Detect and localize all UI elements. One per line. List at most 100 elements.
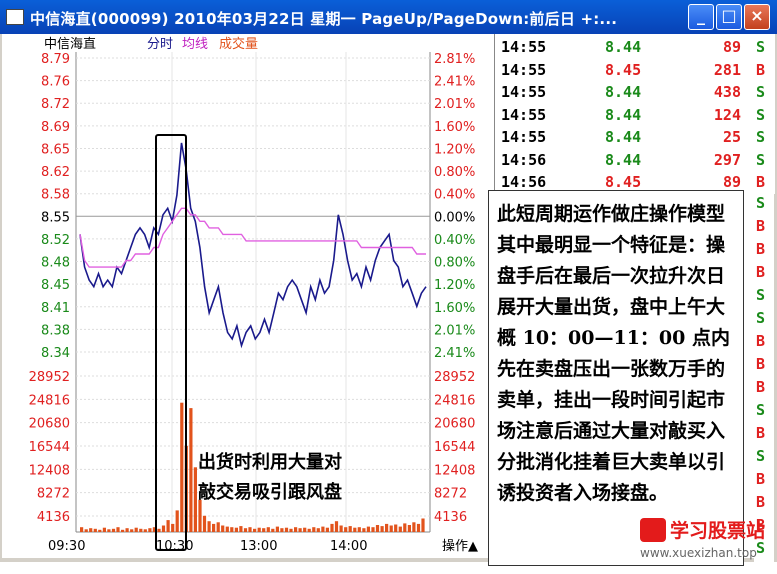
volume-bar[interactable] [180,402,184,532]
price-line[interactable] [79,142,427,349]
volume-bar[interactable] [271,528,275,532]
tick-list[interactable]: 14:55 8.44 89 S 14:55 8.45 281 B 14:55 8.44 438 S 14… [494,34,775,194]
volume-bar[interactable] [380,526,384,532]
volume-bar[interactable] [198,499,202,532]
volume-bar[interactable] [312,527,316,532]
volume-bar[interactable] [243,528,248,532]
volume-bar[interactable] [325,527,329,532]
volume-bar[interactable] [294,527,298,532]
minimize-button[interactable]: _ [688,4,714,30]
volume-bar[interactable] [175,510,179,532]
maximize-button[interactable]: □ [716,4,742,30]
volume-bar[interactable] [239,526,243,532]
volume-bar[interactable] [216,522,220,532]
left-axis-tick: 8.34 [41,346,70,361]
volume-bar[interactable] [212,523,216,532]
volume-bar[interactable] [207,521,211,532]
volume-bar[interactable] [385,523,389,532]
volume-bar[interactable] [111,528,116,532]
volume-bar[interactable] [116,527,120,532]
volume-bar[interactable] [394,524,398,533]
volume-bar[interactable] [93,528,97,532]
volume-bar[interactable] [421,518,425,533]
volume-bar[interactable] [225,526,229,532]
volume-bar[interactable] [193,467,197,532]
volume-bar[interactable] [148,528,152,532]
volume-bar[interactable] [307,528,311,532]
volume-bar[interactable] [171,523,175,532]
volume-bar[interactable] [275,526,279,532]
tick-row[interactable]: 14:55 8.44 89 S [495,36,775,59]
volume-bar[interactable] [257,527,261,532]
volume-bar[interactable] [321,526,325,532]
intraday-chart[interactable]: 8.79 2.81% 8.76 2.41% 8.72 2.01% 8.69 1.60% 8.65… [2,34,492,558]
tick-row[interactable]: 14:55 8.44 438 S [495,81,775,104]
tick-row[interactable]: 14:55 8.44 124 S [495,104,775,127]
volume-bar[interactable] [143,529,147,532]
volume-bar[interactable] [303,527,307,532]
volume-bar[interactable] [248,527,252,532]
volume-bar[interactable] [289,528,293,532]
volume-bar[interactable] [89,528,93,532]
close-button[interactable]: × [744,4,770,30]
volume-bar[interactable] [375,525,380,532]
volume-bar[interactable] [161,525,166,533]
volume-bar[interactable] [416,523,421,532]
volume-bar[interactable] [280,528,284,532]
stock-name-label: 中信海直 [44,37,96,52]
right-axis-tick: 0.80% [434,165,475,180]
volume-bar[interactable] [234,527,238,532]
tick-price: 8.44 [605,105,642,124]
volume-bar[interactable] [344,527,348,532]
volume-bar[interactable] [80,527,84,532]
mode-label[interactable]: 分时 [147,37,173,52]
volume-bar[interactable] [121,529,125,532]
volume-bar[interactable] [298,528,302,532]
volume-bar[interactable] [330,523,334,532]
volume-bar[interactable] [102,527,106,532]
volume-bar[interactable] [189,408,193,532]
volume-bar[interactable] [139,528,143,532]
volume-bar[interactable] [407,525,411,532]
volume-bar[interactable] [157,528,161,532]
volume-bar[interactable] [284,527,289,532]
volume-bar[interactable] [125,528,129,532]
volume-bar[interactable] [357,527,361,532]
volume-bar[interactable] [316,528,320,532]
tick-row[interactable]: 14:56 8.44 297 S [495,149,775,172]
volume-bar[interactable] [202,515,207,532]
average-line[interactable] [79,207,426,268]
volume-bar[interactable] [253,528,257,532]
volume-bar[interactable] [403,523,407,532]
side-letter: B [756,516,766,534]
vol-label[interactable]: 成交量 [219,36,258,52]
volume-bar[interactable] [366,526,370,532]
volume-bar[interactable] [398,526,402,532]
volume-bar[interactable] [412,522,416,532]
volume-bar[interactable] [371,527,375,532]
volume-bar[interactable] [130,529,134,532]
volume-bar[interactable] [166,520,170,532]
avg-label[interactable]: 均线 [182,37,208,52]
volume-bar[interactable] [98,529,102,532]
volume-bar[interactable] [389,525,393,533]
volume-bar[interactable] [152,527,156,532]
volume-bar[interactable] [353,527,357,532]
volume-bar[interactable] [262,528,266,532]
operate-button[interactable]: 操作▲ [442,538,478,554]
tick-price: 8.44 [605,128,642,146]
volume-bar[interactable] [334,521,339,532]
volume-bar[interactable] [348,526,352,532]
volume-bar[interactable] [362,528,366,532]
volume-axis-tick-right: 24816 [434,393,475,408]
tick-row[interactable]: 14:55 8.44 25 S [495,126,775,149]
tick-row[interactable]: 14:55 8.45 281 B [495,59,775,82]
volume-bar[interactable] [134,527,138,532]
volume-bar[interactable] [221,525,225,533]
volume-bar[interactable] [339,525,343,533]
volume-bar[interactable] [107,529,111,532]
volume-bar[interactable] [266,527,270,532]
volume-bar[interactable] [84,529,88,532]
volume-bar[interactable] [230,527,234,532]
tick-row[interactable]: 14:56 8.45 89 B [495,171,775,194]
